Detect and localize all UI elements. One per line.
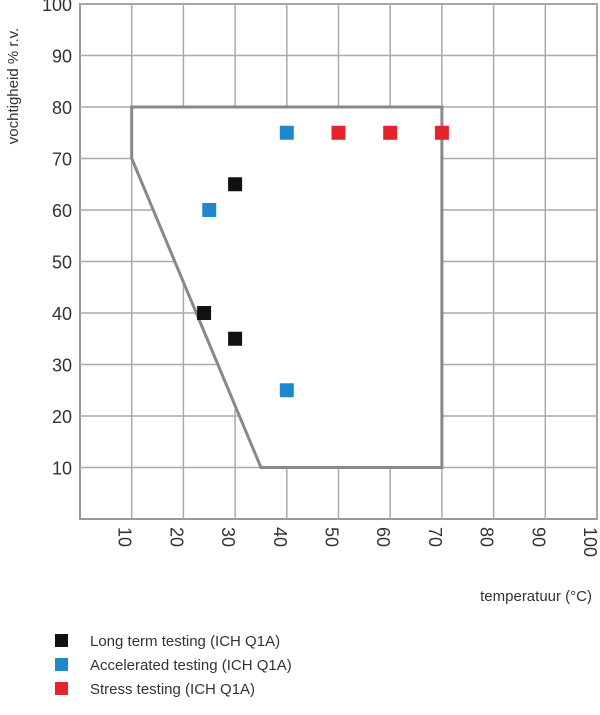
data-point: [197, 306, 212, 320]
legend-label: Accelerated testing (ICH Q1A): [90, 657, 292, 674]
x-tick-label: 50: [322, 527, 342, 547]
testing-region: [130, 105, 444, 469]
legend-swatch: [55, 658, 68, 671]
x-tick-label: 70: [425, 527, 445, 547]
y-tick-label: 100: [42, 0, 72, 15]
legend-label: Stress testing (ICH Q1A): [90, 681, 255, 698]
x-tick-label: 60: [373, 527, 393, 547]
y-tick-label: 20: [52, 407, 72, 427]
y-tick-label: 50: [52, 253, 72, 273]
data-point: [434, 125, 449, 140]
data-point: [279, 125, 294, 140]
x-tick-label: 100: [580, 527, 600, 557]
data-point: [202, 203, 217, 217]
legend: Long term testing (ICH Q1A) Accelerated t…: [55, 633, 292, 698]
x-tick-label: 20: [166, 527, 186, 547]
y-tick-label: 90: [52, 47, 72, 67]
data-points: [197, 125, 449, 398]
y-tick-labels: 10 20 30 40 50 60 70 80 90 100: [42, 0, 72, 479]
data-point: [383, 125, 398, 140]
x-tick-label: 10: [115, 527, 135, 547]
y-tick-label: 30: [52, 356, 72, 376]
y-tick-label: 10: [52, 459, 72, 479]
data-point: [228, 177, 243, 192]
y-axis-label: vochtigheid % r.v.: [5, 28, 22, 144]
x-tick-labels: 10 20 30 40 50 60 70 80 90 100: [115, 527, 600, 557]
y-tick-label: 40: [52, 304, 72, 324]
x-tick-label: 30: [218, 527, 238, 547]
data-point: [279, 383, 294, 398]
x-tick-label: 40: [270, 527, 290, 547]
y-tick-label: 70: [52, 150, 72, 170]
y-tick-label: 60: [52, 201, 72, 221]
x-tick-label: 90: [528, 527, 548, 547]
data-point: [228, 331, 243, 346]
x-tick-label: 80: [477, 527, 497, 547]
legend-swatch: [55, 682, 68, 695]
y-tick-label: 80: [52, 98, 72, 118]
legend-label: Long term testing (ICH Q1A): [90, 633, 280, 650]
data-point: [331, 125, 346, 140]
x-axis-label: temperatuur (°C): [480, 588, 592, 605]
legend-swatch: [55, 634, 68, 647]
